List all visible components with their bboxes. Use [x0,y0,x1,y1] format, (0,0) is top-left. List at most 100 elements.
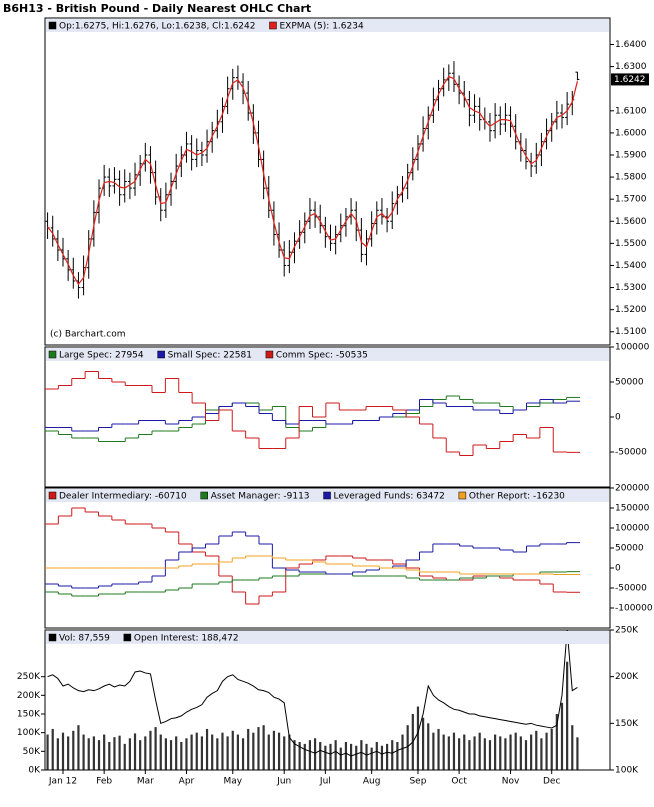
legend-swatch [123,633,132,642]
volume-bar [463,734,466,770]
volume-bar [51,728,54,770]
y-tick-label: 1.5900 [615,150,647,160]
volume-bar [139,740,142,770]
legend-swatch [48,350,57,359]
volume-bar [571,725,574,770]
volume-bar [422,717,425,770]
x-tick-label: Jul [319,777,331,787]
volume-bar [247,728,250,770]
volume-bar [283,736,286,770]
x-tick-label: Mar [137,777,154,787]
open-interest-line [47,629,578,757]
y-tick-label: 50K [23,747,41,757]
volume-bar [370,747,373,770]
legend-band [46,19,609,32]
volume-bar [180,742,183,770]
y-tick-label: 100000 [615,343,650,353]
volume-bar [175,736,178,770]
volume-bar [391,740,394,770]
volume-bar [427,723,430,770]
y-tick-label: 1.5600 [615,217,647,227]
y-tick-label: 200K [615,672,639,682]
x-tick-label: Apr [179,777,195,787]
y-tick-label: 1.5300 [615,283,647,293]
volume-bar [103,734,106,770]
volume-bar [437,728,440,770]
legend-swatch [265,350,274,359]
y-tick-label: 0K [28,766,41,776]
volume-bar [77,725,80,770]
y-tick-label: 0 [615,413,621,423]
volume-bar [200,736,203,770]
volume-bar [226,736,229,770]
volume-bar [447,736,450,770]
volume-bar [288,734,291,770]
volume-bar [231,730,234,770]
legend-label: Comm Spec: -50535 [276,351,368,361]
y-tick-label: -50000 [615,448,647,458]
volume-bar [473,736,476,770]
volume-bar [458,738,461,770]
volume-bar [293,740,296,770]
volume-bar [576,737,579,770]
volume-bar [365,743,368,770]
volume-bar [241,738,245,770]
legend-band [46,631,609,644]
volume-bar [442,734,445,770]
y-tick-label: 1.6100 [615,106,647,116]
volume-bar [154,727,157,770]
volume-bar [144,736,147,770]
y-tick-label: 250K [615,626,639,636]
x-tick-label: Dec [543,777,560,787]
legend-label: Open Interest: 188,472 [134,634,239,644]
y-tick-label: 50000 [615,378,644,388]
x-tick-label: Sep [409,777,426,787]
y-tick-label: 100K [17,728,41,738]
legend-swatch [323,491,331,500]
legend-swatch [48,633,57,642]
volume-bar [262,725,265,770]
volume-bar [67,736,70,770]
volume-bar [108,742,111,770]
volume-bar [478,732,481,770]
volume-bar [185,738,188,770]
volume-bar [277,732,281,770]
y-tick-label: 0 [615,564,621,574]
chart-title: B6H13 - British Pound - Daily Nearest OH… [3,2,311,15]
volume-bar [221,732,224,770]
volume-bar [329,743,332,770]
volume-bar [319,742,322,770]
panel-frame [44,346,611,488]
volume-bar [530,734,533,770]
y-tick-label: 100000 [615,524,650,534]
volume-bar [72,730,75,770]
volume-bar [566,661,569,770]
volume-bar [535,730,538,770]
volume-bar [344,742,348,770]
volume-bar [324,745,327,770]
y-tick-label: 200K [17,691,41,701]
volume-bar [169,740,173,770]
volume-bar [118,735,121,770]
panel-frame [44,487,611,629]
x-tick-label: May [223,777,242,787]
legend-label: Other Report: -16230 [469,492,565,502]
y-tick-label: 1.5100 [615,327,647,337]
x-tick-label: Aug [363,777,381,787]
volume-bar [56,738,59,770]
volume-bar [164,738,167,770]
volume-bar [82,734,85,770]
y-tick-label: 1.6400 [615,40,647,50]
panel-frame [44,17,611,346]
y-tick-label: -50000 [615,584,647,594]
volume-bar [380,745,384,770]
legend-swatch [48,491,57,500]
x-tick-label: Nov [502,777,520,787]
volume-bar [303,743,306,770]
volume-bar [216,738,219,770]
legend-label: Op:1.6275, Hi:1.6276, Lo:1.6238, Cl:1.62… [59,22,255,32]
volume-bar [252,732,255,770]
volume-bar [236,734,240,770]
volume-bar [313,738,317,770]
